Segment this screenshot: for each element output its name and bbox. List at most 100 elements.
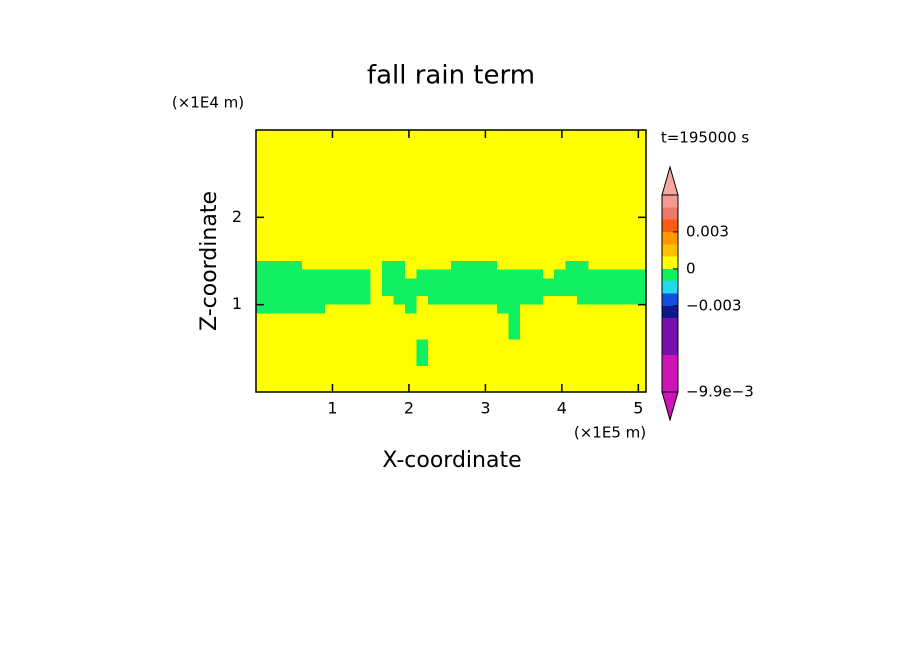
field-cell [473,287,486,296]
field-cell [301,365,314,392]
field-cell [554,269,566,279]
field-cell [473,269,486,279]
field-cell [542,269,555,279]
field-cell [462,339,474,366]
field-cell [519,287,532,296]
field-cell [588,365,601,392]
field-cell [439,287,451,296]
field-cell [451,304,463,314]
field-cell [531,130,543,261]
field-cell [416,287,429,296]
field-cell [428,339,440,366]
y-tick-label: 1 [232,294,242,313]
colorbar-tick-label: 0.003 [686,222,729,240]
field-cell [359,287,371,296]
field-cell [393,339,406,366]
field-cell [588,304,601,314]
field-cell [588,313,601,340]
field-cell [600,261,612,270]
field-cell [301,295,314,305]
field-cell [554,287,566,296]
field-cell [393,261,406,270]
field-cell [508,278,520,288]
field-cell [301,130,314,261]
colorbar-bin [662,330,678,343]
x-tick-label: 1 [327,399,337,418]
field-cell [439,304,451,314]
field-cell [290,261,302,270]
field-cell [301,304,314,314]
field-cell [324,130,337,261]
field-cell [462,278,474,288]
field-cell [347,261,360,270]
field-cell [278,269,291,279]
field-cell [278,278,291,288]
field-cell [382,287,394,296]
field-cell [577,287,589,296]
field-cell [313,269,325,279]
field-cell [451,278,463,288]
field-cell [382,278,394,288]
field-cell [370,365,383,392]
field-cell [623,304,635,314]
field-cell [600,130,612,261]
field-cell [623,130,635,261]
field-cell [462,269,474,279]
time-annotation: t=195000 s [661,129,749,147]
field-cell [278,287,291,296]
field-cell [336,261,348,270]
field-cell [347,287,360,296]
field-cell [634,295,646,305]
field-cell [382,339,394,366]
field-cell [347,278,360,288]
field-cell [256,304,268,314]
field-cell [588,278,601,288]
field-cell [554,313,566,340]
field-cell [473,313,486,340]
field-cell [577,295,589,305]
field-cell [634,278,646,288]
field-cell [554,130,566,261]
field-cell [393,365,406,392]
field-cell [324,287,337,296]
field-cell [519,365,532,392]
field-cell [370,287,383,296]
field-cell [313,261,325,270]
field-cell [565,261,578,270]
field-cell [359,295,371,305]
field-cell [313,130,325,261]
field-cell [634,365,646,392]
field-cell [531,269,543,279]
field-cell [336,269,348,279]
field-cell [256,287,268,296]
field-cell [577,339,589,366]
field-cell [600,313,612,340]
field-cell [542,261,555,270]
field-cell [451,130,463,261]
field-cell [428,304,440,314]
field-cell [256,295,268,305]
field-cell [405,313,417,340]
field-cell [382,130,394,261]
x-unit: (×1E5 m) [574,424,646,442]
field-cell [496,287,509,296]
field-cell [347,269,360,279]
field-cell [336,313,348,340]
field-cell [313,295,325,305]
field-cell [405,278,417,288]
field-cell [600,287,612,296]
field-cell [359,304,371,314]
field-cell [347,295,360,305]
field-cell [256,339,268,366]
field-cell [485,278,497,288]
field-cell [405,295,417,305]
field-cell [359,339,371,366]
field-cell [290,304,302,314]
field-cell [416,261,429,270]
field-cell [324,304,337,314]
field-cell [405,261,417,270]
field-cell [278,313,291,340]
field-cell [496,130,509,261]
field-cell [554,295,566,305]
